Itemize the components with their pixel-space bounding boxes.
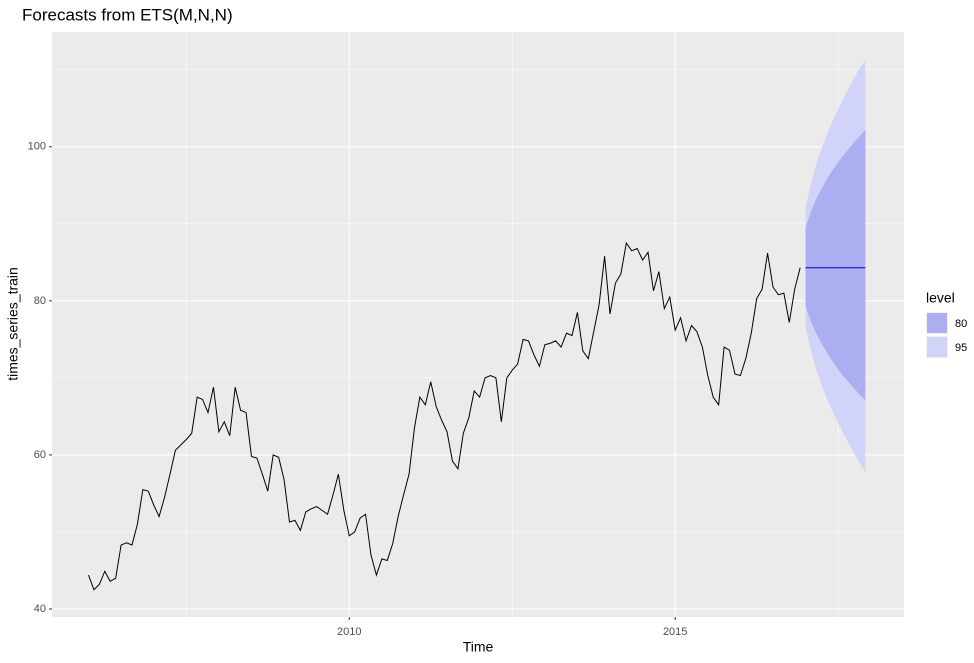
legend-title: level (926, 290, 955, 306)
chart-title: Forecasts from ETS(M,N,N) (22, 5, 233, 24)
y-tick-label: 80 (34, 295, 46, 307)
series-line (88, 241, 801, 591)
interval-band (805, 129, 866, 401)
x-axis-title: Time (463, 639, 494, 655)
legend-label: 80 (955, 318, 967, 330)
y-tick-label: 100 (28, 141, 46, 153)
y-axis-title: times_series_train (5, 267, 21, 381)
x-tick-label: 2015 (663, 626, 687, 638)
legend-label: 95 (955, 342, 967, 354)
y-tick-label: 40 (34, 603, 46, 615)
x-tick-label: 2010 (337, 626, 361, 638)
legend-key (927, 313, 947, 333)
y-tick-label: 60 (34, 449, 46, 461)
panel (52, 32, 904, 617)
legend-key (927, 337, 947, 357)
